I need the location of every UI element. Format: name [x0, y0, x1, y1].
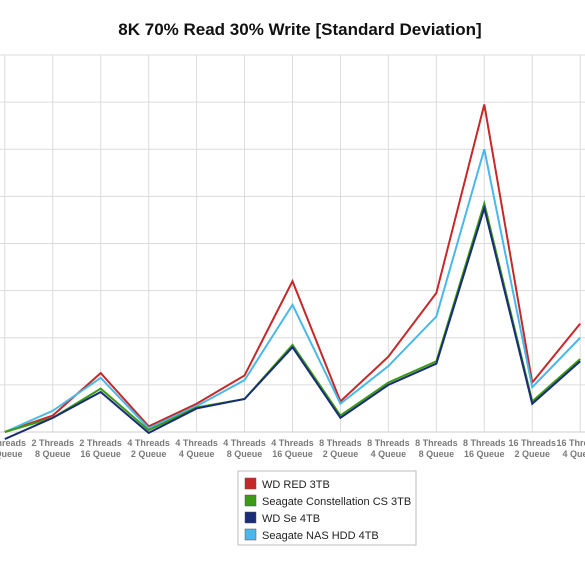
- x-tick-label: 8 Threads 4 Queue: [367, 438, 410, 459]
- series-line-seagate-constellation-cs-3tb: [4, 199, 581, 433]
- x-tick-label: 4 Threads 4 Queue: [175, 438, 218, 459]
- x-tick-label: 4 Threads 2 Queue: [127, 438, 170, 459]
- data-series: [4, 104, 581, 440]
- x-tick-label: 2 Threads 16 Queue: [79, 438, 122, 459]
- x-tick-label: 8 Threads 8 Queue: [415, 438, 458, 459]
- legend-label: WD Se 4TB: [262, 513, 320, 525]
- series-line-seagate-nas-hdd-4tb: [4, 148, 581, 433]
- grid: [0, 54, 585, 433]
- series-line-wd-se-4tb: [4, 204, 581, 440]
- legend-swatch: [244, 511, 257, 524]
- x-tick-label: 4 Threads 16 Queue: [271, 438, 314, 459]
- legend-swatch: [244, 494, 257, 507]
- x-tick-label: 8 Threads 2 Queue: [319, 438, 362, 459]
- series-line-wd-red-3tb: [4, 104, 581, 433]
- x-tick-label: 4 Threads 8 Queue: [223, 438, 266, 459]
- legend-label: Seagate NAS HDD 4TB: [262, 530, 379, 542]
- legend-label: Seagate Constellation CS 3TB: [262, 496, 411, 508]
- legend-swatch: [244, 528, 257, 541]
- x-tick-label: 2 Threads 8 Queue: [31, 438, 74, 459]
- chart-title: 8K 70% Read 30% Write [Standard Deviatio…: [118, 20, 481, 39]
- legend-box: [237, 470, 417, 546]
- legend-swatch: [244, 477, 257, 490]
- legend-label: WD RED 3TB: [262, 479, 330, 491]
- x-tick-label: 16 Threads 2 Queue: [508, 438, 556, 459]
- legend: WD RED 3TB Seagate Constellation CS 3TB WD…: [237, 470, 417, 546]
- x-tick-label: 8 Threads 16 Queue: [463, 438, 506, 459]
